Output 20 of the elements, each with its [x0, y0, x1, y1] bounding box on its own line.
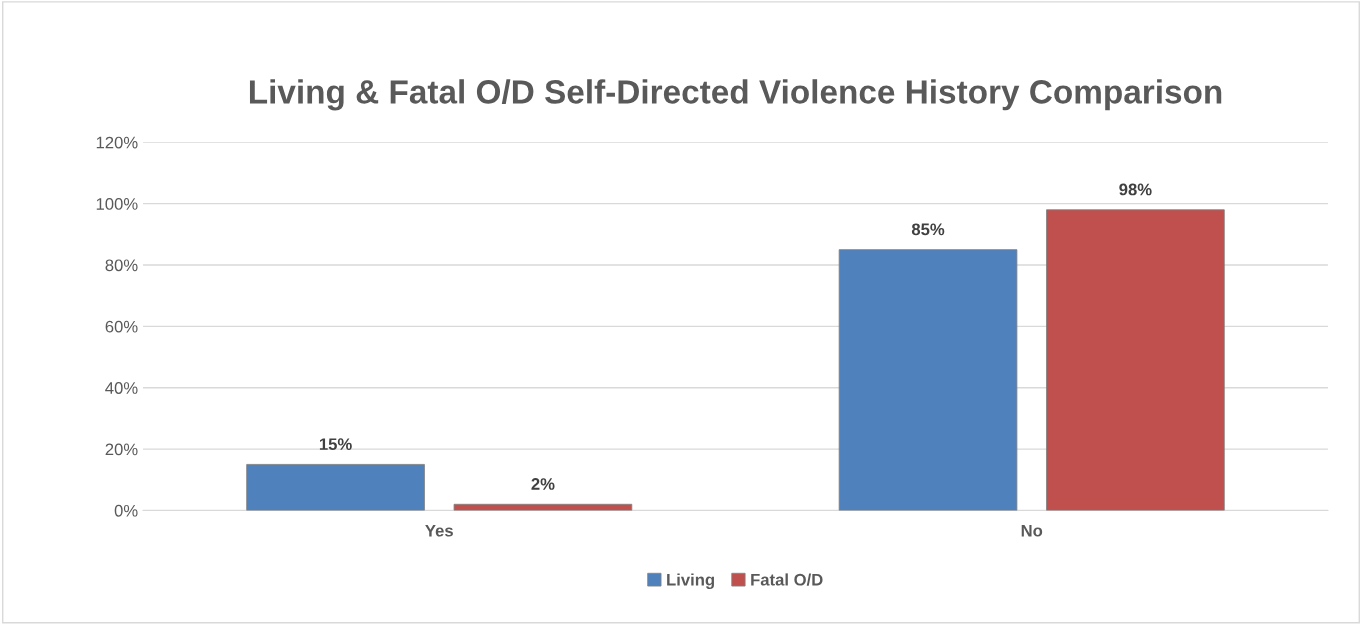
data-label: 85% — [911, 223, 945, 236]
data-label: 15% — [319, 438, 352, 451]
y-tick-label: 80% — [105, 259, 138, 272]
y-tick-label: 20% — [105, 443, 138, 456]
y-tick-label: 120% — [96, 136, 138, 149]
y-tick-label: 0% — [114, 504, 138, 517]
y-tick-label: 60% — [105, 320, 138, 333]
x-tick-label: No — [1021, 524, 1043, 537]
bar — [838, 249, 1018, 511]
bar — [1046, 209, 1225, 511]
y-tick-label: 40% — [105, 382, 138, 394]
data-label: 98% — [1119, 183, 1152, 196]
legend-label: Living — [667, 573, 714, 589]
chart-title: Living & Fatal O/D Self-Directed Violence History Comparison — [249, 79, 1222, 111]
x-tick-label: Yes — [425, 524, 453, 537]
bar — [246, 463, 425, 511]
y-tick-label: 100% — [96, 198, 138, 210]
bar — [453, 503, 633, 511]
legend-label: Fatal O/D — [751, 573, 823, 586]
data-label: 2% — [531, 478, 555, 490]
